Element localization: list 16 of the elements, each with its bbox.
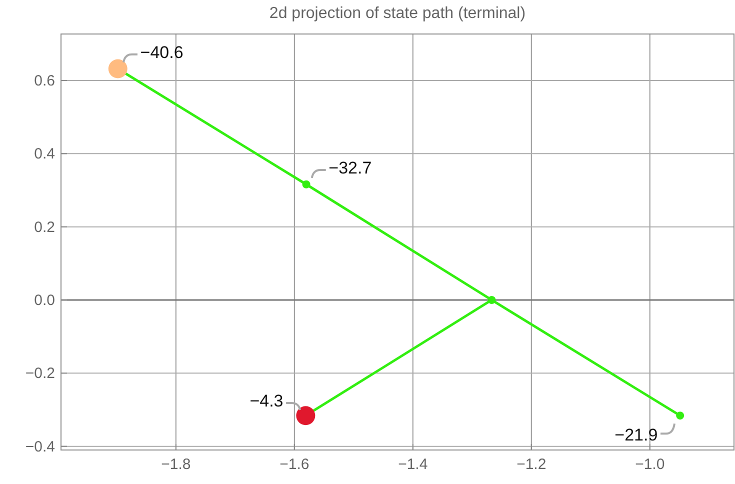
annotation: −21.9 <box>614 426 658 445</box>
x-tick-label: −1.4 <box>398 456 428 473</box>
y-tick-label: 0.0 <box>34 292 55 309</box>
chart-title: 2d projection of state path (terminal) <box>269 5 526 22</box>
x-tick-label: −1.6 <box>280 456 310 473</box>
annotation: −32.7 <box>328 158 372 178</box>
x-tick-label: −1.0 <box>635 456 665 473</box>
x-tick-label: −1.2 <box>516 456 546 473</box>
annotation: −4.3 <box>250 392 284 411</box>
x-tick-label: −1.8 <box>161 456 191 473</box>
y-tick-label: 0.4 <box>34 146 55 163</box>
annotation: −40.6 <box>140 42 184 62</box>
y-tick-label: −0.4 <box>25 438 55 456</box>
y-tick-label: −0.2 <box>25 365 55 382</box>
y-tick-label: 0.6 <box>34 72 55 90</box>
y-tick-label: 0.2 <box>34 218 55 236</box>
